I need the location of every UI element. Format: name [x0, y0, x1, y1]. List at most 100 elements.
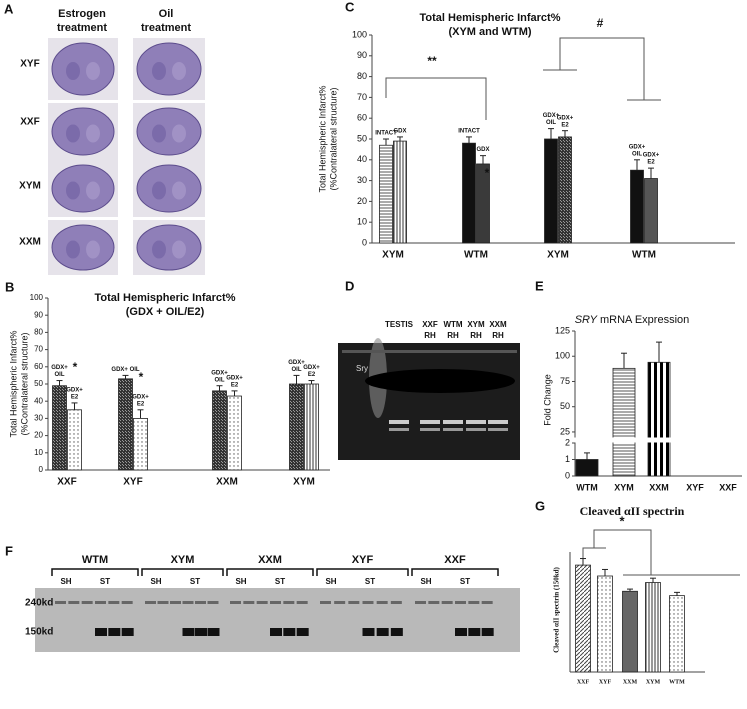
band — [182, 628, 195, 636]
band — [362, 628, 375, 636]
x-tick-label: XYF — [123, 477, 142, 488]
brain-detail — [66, 181, 80, 200]
panel-letter: G — [535, 498, 545, 513]
band — [81, 601, 93, 604]
bar — [644, 178, 658, 244]
x-tick-label: WTM — [669, 679, 685, 685]
bar — [52, 385, 67, 471]
bar-label: OIL — [292, 367, 302, 373]
brain-detail — [66, 240, 80, 259]
subgroup-label: SH — [235, 577, 246, 586]
annotation: * — [485, 166, 490, 180]
brain-detail — [86, 124, 100, 143]
bar — [379, 144, 393, 244]
bar-label: GDX+ — [226, 375, 243, 381]
panel-letter: D — [345, 278, 354, 293]
band — [296, 628, 309, 636]
y-axis-label: (%Contralateral structure) — [328, 87, 338, 190]
y-tick-label: 125 — [555, 325, 570, 335]
band — [95, 628, 107, 636]
chart-subtitle: (GDX + OIL/E2) — [126, 306, 205, 318]
bar — [612, 367, 636, 477]
panel-letter: A — [4, 1, 14, 16]
chart-title: Total Hemispheric Infarct% — [420, 12, 561, 24]
bar — [647, 361, 671, 477]
brain-detail — [152, 181, 166, 200]
annotation: * — [73, 360, 78, 374]
bar-label: OIL — [546, 120, 556, 126]
lane-label: XXF — [422, 320, 438, 329]
x-tick-label: XYF — [686, 482, 704, 492]
bar-label: E2 — [231, 382, 239, 388]
band — [256, 601, 268, 604]
column-header: treatment — [141, 22, 191, 34]
brain-slice — [51, 224, 115, 271]
band — [207, 628, 220, 636]
gel-bands — [342, 338, 517, 431]
y-tick-label: 90 — [34, 310, 43, 319]
y-tick-label: 70 — [34, 345, 43, 354]
subgroup-label: SH — [420, 577, 431, 586]
y-tick-label: 20 — [34, 431, 43, 440]
marker-label: 150kd — [25, 627, 53, 638]
band — [121, 601, 133, 604]
y-tick-label: 80 — [34, 328, 43, 337]
brain-slice — [51, 164, 115, 213]
bar-label: E2 — [647, 160, 655, 166]
bar — [645, 582, 661, 673]
y-tick-label: 10 — [357, 217, 367, 227]
band — [466, 420, 486, 424]
lane-label: XXM — [489, 320, 507, 329]
y-tick-label: 50 — [34, 379, 43, 388]
panel-letter: F — [5, 543, 13, 558]
y-tick-label: 0 — [362, 237, 367, 247]
x-tick-label: XXM — [649, 482, 669, 492]
bar — [289, 383, 304, 471]
bar — [133, 417, 148, 471]
band — [230, 601, 241, 604]
bar — [544, 138, 558, 244]
axis-break — [571, 437, 742, 443]
row-label: XXM — [19, 237, 41, 248]
x-tick-label: XXF — [719, 482, 737, 492]
bar — [67, 409, 82, 471]
y-tick-label: 60 — [357, 113, 367, 123]
x-tick-label: XYM — [547, 250, 569, 261]
chart-subtitle: (XYM and WTM) — [448, 26, 531, 38]
band — [270, 601, 281, 604]
y-tick-label: 100 — [352, 29, 367, 39]
brain-detail — [86, 181, 100, 200]
bar-label: GDX+ — [643, 153, 660, 159]
x-tick-label: XYM — [646, 679, 661, 685]
y-tick-label: 100 — [555, 351, 570, 361]
bar — [575, 459, 599, 477]
bar-label: GDX+ — [211, 370, 228, 376]
subgroup-label: ST — [190, 577, 200, 586]
significance-brackets — [582, 529, 740, 576]
bar-label: OIL — [55, 372, 65, 378]
column-header: Estrogen — [58, 8, 106, 20]
band — [389, 428, 409, 431]
x-tick-label: XYM — [614, 482, 634, 492]
x-tick-label: XXF — [577, 679, 590, 685]
band — [376, 628, 389, 636]
bar-label: OIL — [215, 377, 225, 383]
y-axis-label: Total Hemispheric Infarct% — [317, 85, 327, 192]
title-text: mRNA Expression — [600, 314, 689, 326]
band — [443, 428, 463, 431]
y-tick-label: 25 — [560, 426, 570, 436]
panel-letter: B — [5, 279, 14, 294]
band — [108, 601, 120, 604]
band — [342, 350, 517, 353]
y-tick-label: 0 — [565, 470, 570, 480]
bar-label: INTACT — [375, 131, 397, 137]
brain-detail — [172, 181, 186, 200]
bar-label: GDX+ — [288, 360, 305, 366]
band — [68, 601, 80, 604]
band — [415, 601, 426, 604]
brain-sections — [48, 38, 205, 275]
bracket — [141, 568, 224, 576]
bar-label: GDX — [393, 128, 406, 134]
bar-label: E2 — [561, 122, 569, 128]
